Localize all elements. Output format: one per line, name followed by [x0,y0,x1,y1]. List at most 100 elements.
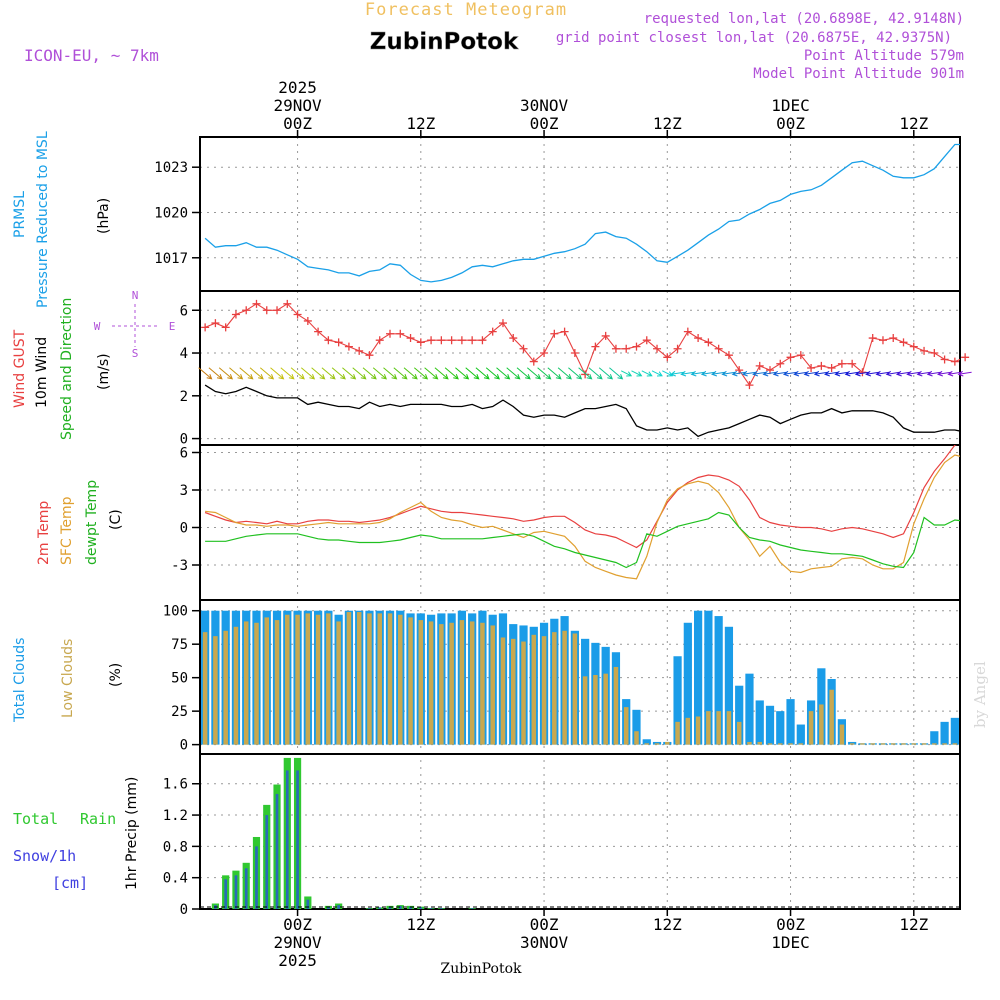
wind-direction-arrow [249,367,264,380]
total-clouds-bar [683,622,692,745]
low-clouds-bar [490,625,495,745]
gust-marker [447,336,456,345]
precip-rain-bar [224,879,228,909]
top-time-label: 29NOV [273,96,322,115]
clouds-unit: (%) [108,663,124,687]
gust-marker [355,346,364,355]
gust-marker [386,329,394,338]
low-clouds-bar [788,743,793,745]
precip-rain-bar [255,846,258,909]
wind-direction-arrow [641,370,653,377]
low-clouds-bar [285,614,290,745]
precip-rain-bar [306,899,310,909]
wind-direction-arrow [403,367,418,380]
wind-direction-arrow [631,370,643,377]
wind-direction-arrow [444,367,459,380]
gust-marker [796,351,805,360]
dewpt-line [205,511,960,569]
gust-marker [437,336,446,345]
wind-direction-arrow [662,370,674,377]
clouds-ytick-label: 100 [163,604,188,620]
wind-direction-arrow [259,367,275,380]
precip-ytick-label: 0.4 [163,871,188,887]
wind-direction-arrow [895,370,911,377]
gust-marker [498,319,507,328]
low-clouds-bar [716,711,721,745]
low-clouds-bar [572,633,578,745]
low-clouds-bar [356,612,362,745]
precip-rain-bar [409,906,412,909]
low-clouds-bar [336,621,341,745]
total-clouds-bar [796,724,805,745]
wind-direction-arrow [957,370,972,377]
gust-marker [231,310,240,319]
temperature-ytick-label: 0 [180,521,188,537]
wind-panel-frame [199,290,961,446]
low-clouds-bar [428,621,434,745]
pressure-label-prmsl: PRMSL [12,191,28,238]
temp-label-2m: 2m Temp [36,501,52,565]
total-clouds-bar [704,610,713,745]
wind-direction-arrow [762,370,777,377]
pressure-line [204,143,960,283]
low-clouds-bar [695,716,701,745]
low-clouds-bar [942,743,947,745]
pressure-ytick-label: 1017 [154,251,188,267]
top-time-label: 12Z [406,114,435,133]
wind-direction-arrow [721,370,736,377]
precip-rain-bar [368,908,371,909]
wind-direction-arrow [331,367,346,380]
low-clouds-bar [264,617,270,745]
top-time-label: 12Z [899,114,928,133]
wind-direction-arrow [690,370,705,377]
gust-marker [416,338,425,347]
wind-direction-arrow [824,370,839,377]
total-clouds-bar [776,711,785,745]
low-clouds-bar [603,673,608,745]
wind-direction-arrow [280,367,295,380]
wind-direction-arrow [413,367,429,380]
gust-marker [457,336,466,345]
gust-marker [488,327,497,336]
location-title: ZubinPotok [370,29,519,55]
wind-direction-arrow [793,370,808,377]
low-clouds-bar [398,614,403,745]
precip-rain-bar [275,793,279,909]
low-clouds-bar [202,632,208,745]
low-clouds-bar [798,743,804,745]
temperature-ytick-label: -3 [171,558,188,574]
low-clouds-bar [408,617,413,745]
low-clouds-bar [439,624,444,745]
wind-direction-arrow [598,367,614,380]
gust-marker [817,361,826,370]
gust-marker [878,336,887,345]
wind-direction-arrow [906,370,921,377]
wind-direction-arrow [651,370,663,377]
low-clouds-bar [685,717,691,745]
precip-rain-bar [419,907,423,909]
compass-e: E [169,320,176,333]
low-clouds-bar [675,721,680,745]
ticks-layer: 1017102010230246-3036025507510000.40.81.… [154,78,928,970]
precip-ytick-label: 1.6 [163,777,188,793]
gust-marker [519,344,528,353]
gust-marker [601,331,610,340]
precip-rain-bar [265,815,269,909]
clouds-ytick-label: 0 [180,738,188,754]
precip-rain-bar [337,905,340,909]
bottom-time-label: 12Z [653,915,682,934]
clouds-label-low: Low Clouds [60,639,76,718]
top-time-label: 2025 [278,78,317,97]
gust-marker [745,381,754,390]
low-clouds-bar [295,614,300,745]
wind-direction-arrow [352,367,367,380]
temp-panel-frame [199,444,961,601]
wind-direction-arrow [916,370,931,377]
wind-direction-arrow [342,367,357,380]
gust-marker [314,327,323,336]
top-time-label: 00Z [776,114,805,133]
gust-marker [776,359,785,368]
gust-marker [632,342,641,351]
wind-direction-arrow [311,367,326,380]
low-clouds-bar [767,743,773,745]
